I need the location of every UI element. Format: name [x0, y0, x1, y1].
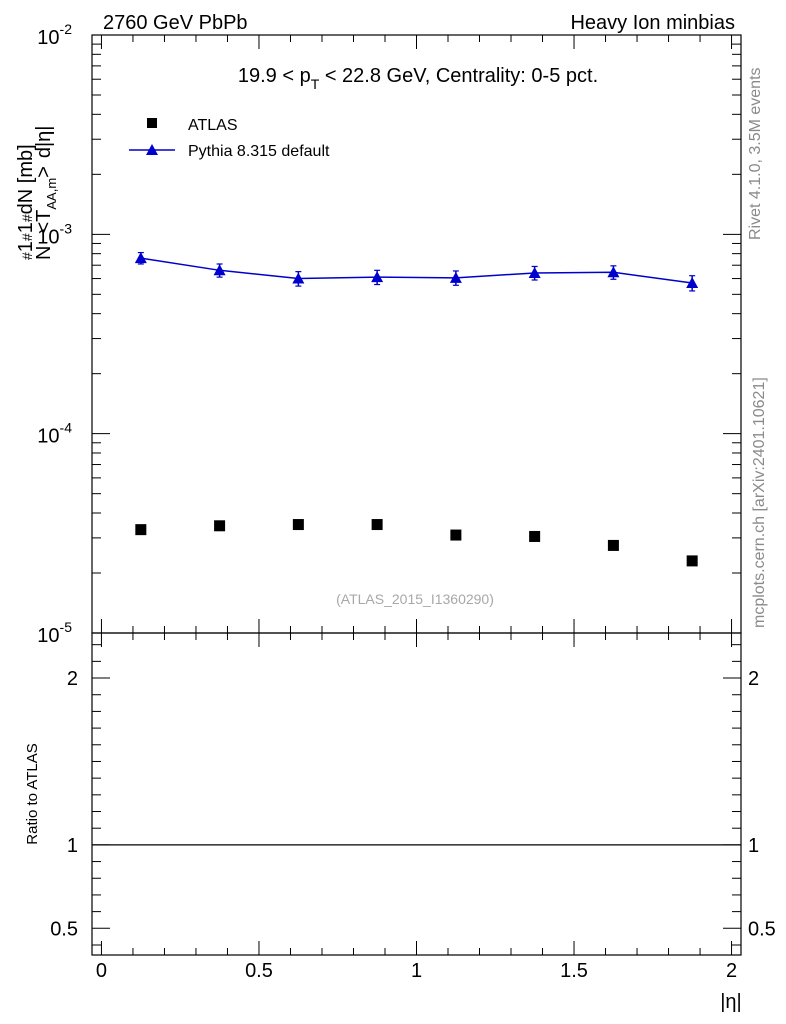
pythia-point	[686, 276, 699, 288]
header-left-label: 2760 GeV PbPb	[103, 12, 248, 34]
x-tick-label: 1	[411, 960, 422, 982]
ratio-y-tick-label: 0.5	[50, 918, 78, 940]
ratio-axis-ticks	[92, 633, 741, 955]
analysis-watermark: (ATLAS_2015_I1360290)	[336, 591, 494, 607]
main-axis-ticks	[92, 34, 741, 634]
main-y-tick-label: 10-5	[37, 619, 72, 647]
ylabel-frac2: 1	[15, 222, 37, 233]
series-atlas	[135, 519, 698, 567]
pythia-point	[134, 252, 147, 264]
main-y-tick-label: 10-4	[37, 420, 72, 448]
x-axis-label: |η|	[720, 991, 742, 1013]
ylabel-den2-close: >	[33, 166, 55, 178]
rivet-version-label: Rivet 4.1.0, 3.5M events	[747, 67, 764, 240]
x-tick-label: 2	[726, 960, 737, 982]
plot-title-part-a: 19.9 < p	[238, 65, 311, 87]
ylabel-frac1: 1	[15, 241, 37, 252]
ylabel-num1: #	[19, 252, 35, 260]
pythia-point	[292, 272, 305, 284]
pythia-point	[607, 266, 620, 278]
svg-text:N<TAA,m>d|η|: N <TAA,m> d|η|	[33, 126, 59, 260]
series-pythia	[134, 251, 699, 292]
legend-pythia-label: Pythia 8.315 default	[188, 143, 330, 160]
legend-atlas-marker	[147, 118, 157, 128]
x-tick-label: 1.5	[560, 960, 588, 982]
main-y-tick-label: 10-2	[37, 21, 72, 49]
atlas-point	[529, 530, 541, 542]
atlas-point	[135, 524, 147, 536]
ylabel-den2: <T	[33, 210, 55, 234]
atlas-point	[214, 520, 226, 532]
atlas-point	[686, 555, 698, 567]
ylabel-den2-sub: AA,m	[44, 178, 59, 210]
atlas-point	[607, 539, 619, 551]
pythia-point	[213, 264, 226, 276]
pythia-line	[140, 257, 693, 284]
atlas-point	[292, 519, 304, 531]
ratio-y-tick-label: 1	[67, 835, 78, 857]
pythia-point	[449, 271, 462, 283]
ylabel-frac3: dN	[15, 189, 37, 215]
pythia-point	[371, 271, 384, 283]
svg-text:#1#1#dN [mb]: #1#1#dN [mb]	[15, 144, 37, 260]
ratio-y-tick-label-right: 1	[748, 835, 759, 857]
main-y-axis-label: #1#1#dN [mb] N<TAA,m>d|η|	[15, 126, 59, 260]
ratio-y-tick-label-right: 2	[748, 668, 759, 690]
plot-title: 19.9 < pT < 22.8 GeV, Centrality: 0-5 pc…	[238, 65, 598, 92]
ratio-y-tick-label-right: 0.5	[748, 918, 776, 940]
ylabel-hash3: #	[19, 214, 35, 222]
ratio-plot-frame	[91, 632, 742, 956]
ratio-y-axis-label: Ratio to ATLAS	[24, 743, 41, 844]
main-y-tick-labels: 10-2 10-3 10-4 10-5	[37, 21, 72, 647]
plot-title-part-b: < 22.8 GeV, Centrality: 0-5 pct.	[319, 65, 598, 87]
pythia-point	[528, 266, 541, 278]
atlas-point	[450, 529, 462, 541]
x-tick-label: 0	[96, 960, 107, 982]
atlas-point	[371, 519, 383, 531]
legend-pythia-marker	[146, 144, 158, 155]
ylabel-den1: N	[33, 246, 55, 260]
x-tick-labels: 0 0.5 1 1.5 2	[96, 960, 737, 982]
plot-title-subscript: T	[311, 76, 320, 92]
main-y-tick-label: 10-3	[37, 220, 72, 248]
header-right-label: Heavy Ion minbias	[570, 12, 735, 34]
ylabel-hash2: #	[19, 233, 35, 241]
legend-atlas-label: ATLAS	[188, 117, 238, 134]
x-tick-label: 0.5	[245, 960, 273, 982]
legend: ATLAS Pythia 8.315 default	[129, 117, 330, 160]
ylabel-unit: [mb]	[15, 144, 37, 188]
ratio-y-tick-labels: 0.5 0.5 1 1 2 2	[50, 668, 776, 940]
mcplots-label: mcplots.cern.ch [arXiv:2401.10621]	[751, 377, 768, 628]
ratio-y-tick-label: 2	[67, 668, 78, 690]
ylabel-den3: d|η|	[33, 126, 55, 159]
